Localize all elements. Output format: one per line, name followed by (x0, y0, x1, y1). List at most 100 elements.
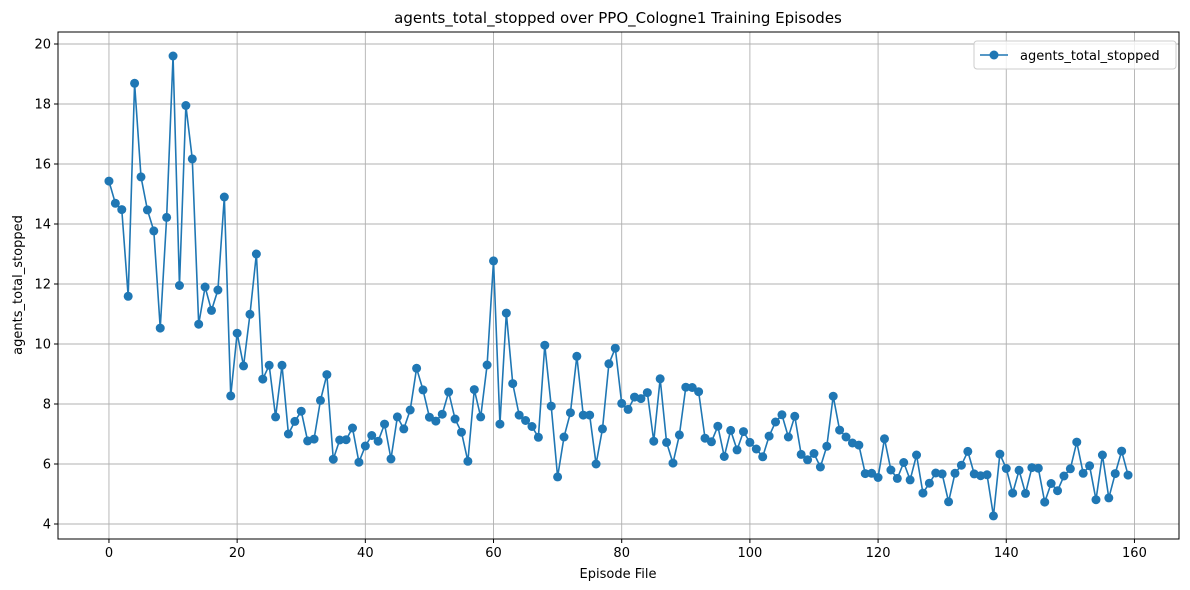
y-tick-label: 10 (34, 338, 51, 353)
data-point (1014, 465, 1024, 475)
data-point (995, 449, 1005, 459)
x-tick-label: 160 (1122, 546, 1147, 561)
x-tick-label: 80 (613, 546, 630, 561)
data-point (726, 425, 736, 435)
data-point (136, 172, 146, 182)
data-point (309, 434, 319, 444)
x-tick-label: 140 (994, 546, 1019, 561)
plot-frame (57, 31, 1180, 540)
data-point (476, 412, 486, 422)
legend-marker-swatch (989, 50, 999, 60)
data-point (130, 78, 140, 88)
data-point (1110, 469, 1120, 479)
data-point (219, 192, 229, 202)
data-point (527, 422, 537, 431)
data-point (1085, 461, 1095, 471)
data-point (796, 449, 806, 459)
data-point (149, 226, 159, 236)
data-point (771, 417, 781, 427)
data-point (431, 416, 441, 426)
data-point (482, 360, 492, 370)
data-point (944, 497, 954, 507)
data-point (1091, 495, 1101, 505)
data-point (187, 154, 197, 164)
data-point (1001, 464, 1011, 473)
data-point (905, 475, 915, 485)
data-point (777, 410, 787, 420)
data-point (283, 429, 293, 439)
data-point (585, 410, 595, 420)
data-point (412, 363, 422, 373)
x-axis-ticks: 0 20 40 60 80 100 120 140 160 (105, 539, 1147, 561)
data-point (809, 449, 819, 458)
y-tick-label: 16 (34, 158, 51, 173)
data-point (572, 351, 582, 361)
data-point (694, 387, 704, 397)
series-line (108, 55, 1129, 517)
data-point (514, 410, 524, 420)
x-tick-label: 120 (866, 546, 891, 561)
legend-box (973, 40, 1177, 70)
data-point (674, 430, 684, 440)
x-tick-label: 0 (105, 546, 113, 561)
data-point (264, 360, 274, 370)
data-point (315, 395, 325, 405)
data-point (963, 446, 973, 456)
data-point (1046, 479, 1056, 488)
chart-title: agents_total_stopped over PPO_Cologne1 T… (394, 9, 842, 28)
data-point (553, 472, 563, 482)
data-point (988, 511, 998, 521)
data-point (456, 427, 466, 437)
data-point (604, 359, 614, 369)
data-point (918, 488, 928, 498)
data-point (469, 385, 479, 395)
data-point (899, 458, 909, 467)
data-point (271, 412, 281, 422)
data-point (1117, 446, 1127, 456)
data-point (1097, 450, 1107, 460)
data-point (892, 473, 902, 483)
data-point (335, 435, 345, 445)
data-point (418, 385, 428, 395)
data-point (1078, 468, 1088, 478)
x-tick-label: 60 (485, 546, 502, 561)
data-point (758, 452, 768, 462)
y-tick-label: 8 (43, 398, 51, 413)
data-point (251, 249, 261, 259)
data-point (713, 421, 723, 431)
data-point (200, 282, 210, 292)
data-point (155, 323, 165, 333)
data-point (1065, 464, 1075, 474)
x-axis-label: Episode File (580, 567, 657, 582)
data-point (213, 285, 223, 295)
data-point (328, 454, 338, 464)
data-point (828, 391, 838, 401)
data-point (924, 478, 934, 488)
data-point (886, 465, 896, 475)
data-point (174, 281, 184, 290)
data-point (444, 387, 454, 397)
grid (58, 32, 1179, 539)
legend: agents_total_stopped (973, 40, 1177, 70)
data-point (533, 432, 543, 442)
data-point (835, 425, 845, 435)
data-point (937, 469, 947, 479)
data-point (239, 361, 249, 371)
data-point (950, 468, 960, 478)
y-tick-label: 12 (34, 278, 51, 293)
data-point (591, 459, 601, 469)
data-point (181, 101, 191, 110)
data-point (745, 437, 755, 447)
data-point (386, 454, 396, 464)
data-point (642, 388, 652, 398)
data-point (226, 391, 236, 401)
data-point (783, 432, 793, 442)
data-point (751, 444, 761, 454)
data-point (207, 305, 217, 315)
data-point (1020, 488, 1030, 498)
data-point (450, 414, 460, 424)
data-point (706, 437, 716, 447)
data-point (380, 419, 390, 429)
data-point (1040, 497, 1050, 507)
